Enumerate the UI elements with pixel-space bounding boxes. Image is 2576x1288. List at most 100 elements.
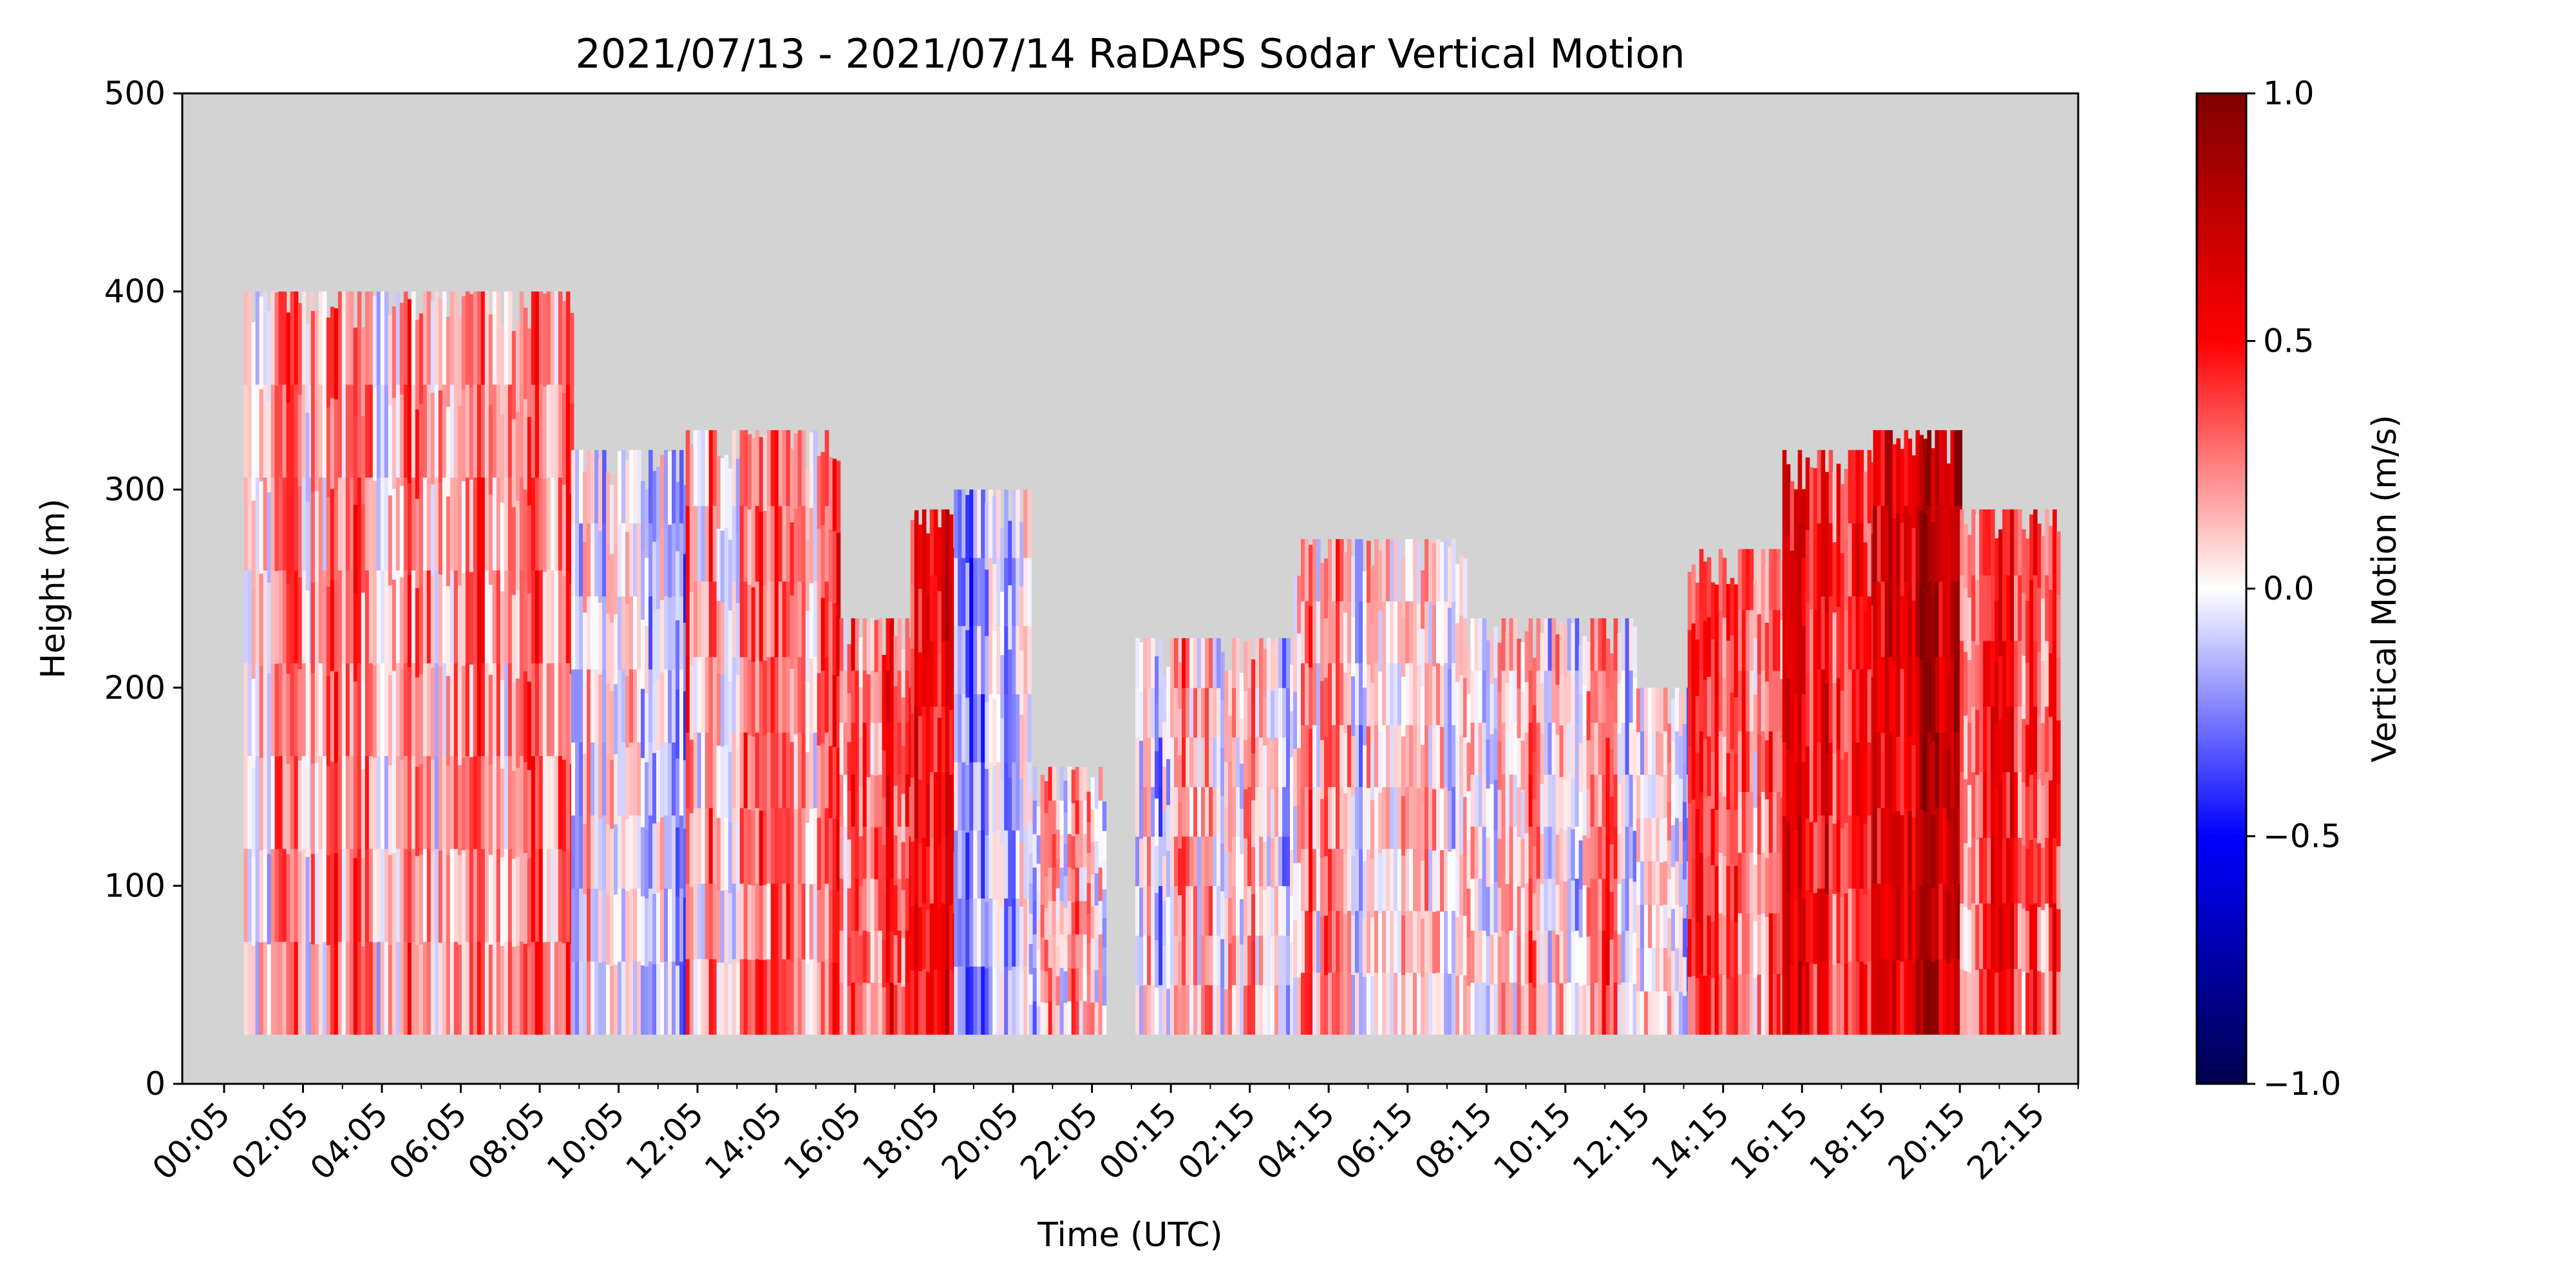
heatmap-cell — [969, 966, 974, 1035]
heatmap-cell — [878, 722, 883, 775]
heatmap-cell — [743, 656, 748, 733]
heatmap-cell — [1551, 722, 1557, 775]
heatmap-cell — [901, 986, 906, 1035]
heatmap-cell — [708, 581, 714, 658]
heatmap-cell — [1367, 849, 1371, 912]
heatmap-cell — [1651, 947, 1656, 992]
x-tick-label: 10:15 — [1486, 1095, 1578, 1187]
heatmap-cell — [683, 691, 688, 761]
heatmap-cell — [1782, 742, 1787, 816]
heatmap-cell — [575, 523, 580, 597]
heatmap-cell — [1098, 900, 1103, 934]
heatmap-cell — [1931, 594, 1936, 668]
heatmap-cell — [2018, 640, 2022, 707]
heatmap-cell — [1232, 638, 1236, 688]
heatmap-cell — [660, 817, 665, 890]
heatmap-cell — [1440, 665, 1444, 727]
heatmap-cell — [1290, 664, 1294, 712]
x-tick-label: 22:05 — [1013, 1095, 1105, 1187]
heatmap-cell — [1023, 898, 1028, 967]
heatmap-cell — [247, 663, 252, 757]
heatmap-cell — [1409, 848, 1414, 911]
heatmap-cell — [1394, 663, 1398, 725]
heatmap-cell — [1220, 699, 1225, 748]
heatmap-cell — [1466, 839, 1472, 889]
heatmap-cell — [247, 570, 252, 663]
heatmap-cell — [1738, 852, 1743, 914]
heatmap-cell — [1455, 564, 1460, 623]
heatmap-cell — [652, 963, 657, 1035]
heatmap-cell — [286, 763, 291, 855]
heatmap-cell — [318, 570, 323, 663]
heatmap-cell — [1859, 523, 1864, 597]
heatmap-cell — [1297, 977, 1302, 1035]
heatmap-cell — [290, 848, 295, 942]
heatmap-cell — [1520, 887, 1526, 937]
heatmap-cell — [1347, 724, 1352, 788]
plot-frame — [181, 92, 2079, 1085]
heatmap-cell — [2025, 786, 2030, 849]
heatmap-cell — [637, 961, 641, 1035]
heatmap-cell — [500, 945, 505, 1035]
heatmap-cell — [365, 848, 370, 942]
heatmap-cell — [1578, 694, 1584, 743]
heatmap-cell — [1655, 687, 1660, 732]
heatmap-cell — [1320, 681, 1325, 741]
heatmap-cell — [878, 982, 883, 1035]
heatmap-cell — [546, 663, 551, 757]
heatmap-cell — [395, 848, 401, 942]
heatmap-cell — [652, 823, 657, 894]
heatmap-cell — [724, 672, 729, 745]
heatmap-cell — [1651, 817, 1656, 862]
heatmap-cell — [1501, 670, 1506, 723]
heatmap-cell — [1090, 841, 1095, 875]
heatmap-cell — [1056, 946, 1061, 976]
heatmap-cell — [422, 941, 428, 1035]
heatmap-cell — [1571, 931, 1576, 983]
heatmap-cell — [965, 832, 970, 900]
heatmap-cell — [515, 411, 520, 501]
heatmap-cell — [1967, 909, 1972, 972]
heatmap-cell — [1209, 687, 1213, 738]
heatmap-cell — [751, 512, 756, 587]
heatmap-cell — [839, 826, 844, 879]
heatmap-cell — [1351, 676, 1356, 736]
heatmap-cell — [1316, 663, 1321, 725]
heatmap-cell — [1844, 963, 1849, 1035]
heatmap-cell — [1052, 934, 1057, 968]
heatmap-cell — [1282, 737, 1287, 788]
heatmap-cell — [349, 570, 354, 663]
heatmap-cell — [579, 888, 583, 962]
heatmap-cell — [565, 848, 571, 942]
heatmap-cell — [562, 484, 567, 577]
heatmap-cell — [1236, 687, 1240, 738]
heatmap-cell — [1548, 774, 1553, 827]
heatmap-cell — [1336, 848, 1340, 911]
heatmap-cell — [786, 581, 791, 658]
heatmap-cell — [591, 523, 595, 597]
heatmap-cell — [1044, 876, 1049, 909]
heatmap-cell — [747, 434, 752, 510]
heatmap-cell — [1236, 935, 1240, 985]
heatmap-cell — [1159, 737, 1163, 788]
heatmap-cell — [1474, 722, 1479, 775]
heatmap-cell — [1629, 826, 1634, 879]
heatmap-cell — [380, 291, 385, 385]
heatmap-cell — [247, 941, 252, 1035]
heatmap-cell — [1640, 731, 1645, 775]
heatmap-cell — [1621, 774, 1626, 827]
heatmap-cell — [1880, 958, 1886, 1035]
heatmap-cell — [1232, 935, 1236, 985]
heatmap-cell — [1896, 736, 1901, 811]
heatmap-cell — [1244, 641, 1248, 692]
heatmap-cell — [1056, 858, 1061, 889]
heatmap-cell — [457, 495, 462, 586]
heatmap-cell — [1240, 989, 1244, 1035]
heatmap-cell — [1892, 960, 1897, 1035]
heatmap-cell — [341, 941, 346, 1035]
heatmap-cell — [720, 530, 725, 603]
heatmap-cell — [770, 581, 775, 658]
heatmap-cell — [1312, 663, 1317, 725]
heatmap-cell — [1075, 1001, 1080, 1035]
heatmap-cell — [1931, 448, 1936, 522]
